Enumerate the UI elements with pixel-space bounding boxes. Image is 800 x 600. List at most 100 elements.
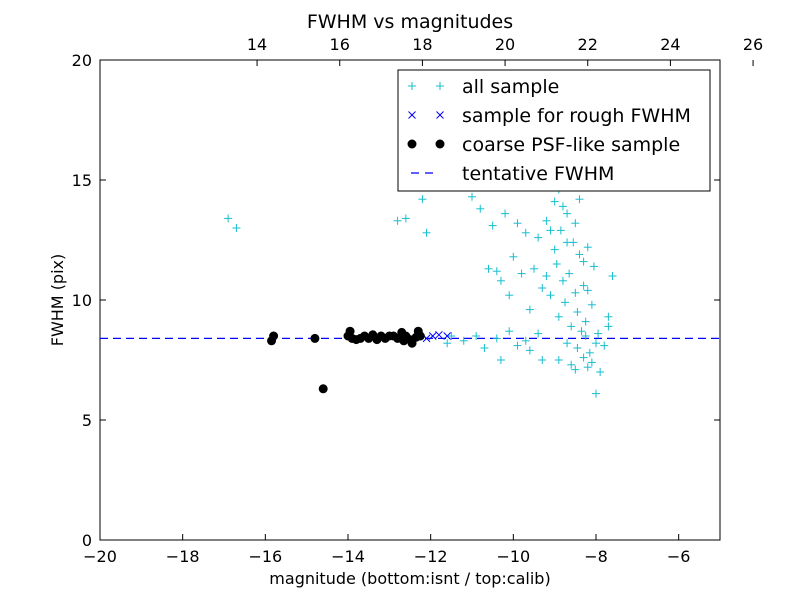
all-sample-point	[513, 219, 522, 228]
all-sample-point	[575, 250, 584, 259]
x-axis-label: magnitude (bottom:isnt / top:calib)	[269, 569, 550, 588]
all-sample-point	[581, 332, 590, 340]
psf-like-sample-point	[407, 338, 417, 348]
all-sample-point	[484, 264, 493, 273]
legend: all sample sample for rough FWHM coarse PS…	[397, 69, 711, 192]
legend-marker-icon	[408, 111, 416, 119]
legend-marker-icon	[408, 82, 416, 90]
all-sample-point	[571, 288, 580, 297]
chart-title: FWHM vs magnitudes	[307, 11, 513, 33]
legend-box	[397, 69, 711, 192]
top-tick-label: 22	[578, 35, 598, 54]
all-sample-point	[604, 312, 613, 321]
all-sample-point	[563, 339, 572, 348]
all-sample-point	[542, 272, 551, 280]
all-sample-point	[468, 192, 476, 201]
legend-label: sample for rough FWHM	[462, 105, 691, 127]
all-sample-point	[554, 356, 563, 364]
y-tick-label: 5	[82, 411, 92, 430]
all-sample-point	[422, 228, 431, 237]
top-tick-label: 24	[660, 35, 680, 54]
all-sample-point	[561, 298, 569, 307]
axis-ticks	[99, 59, 754, 541]
all-sample-point	[558, 202, 567, 211]
all-sample-point	[447, 332, 456, 340]
psf-like-sample-point	[310, 333, 320, 343]
all-sample-point	[565, 269, 574, 278]
all-sample-point	[592, 389, 600, 398]
x-tick-label: −16	[248, 547, 282, 566]
all-sample-point	[596, 368, 605, 376]
all-sample-point	[556, 226, 565, 235]
y-tick-label: 15	[72, 171, 92, 190]
all-sample-point	[476, 204, 485, 213]
all-sample-point	[517, 269, 526, 278]
y-tick-labels: 0 5 10 15 20	[72, 51, 92, 550]
y-tick-label: 20	[72, 51, 92, 70]
all-sample-point	[521, 336, 530, 345]
legend-marker-icon	[436, 82, 444, 90]
x-tick-label: −6	[667, 547, 691, 566]
all-sample-point	[521, 228, 530, 237]
rough-fwhm-sample-point	[428, 332, 437, 340]
all-sample-point	[525, 346, 534, 355]
top-tick-labels: 14 16 18 20 22 24 26	[247, 35, 763, 54]
top-tick-label: 14	[247, 35, 267, 54]
all-sample-point	[550, 197, 559, 206]
all-sample-point	[542, 216, 551, 225]
all-sample-point	[563, 238, 572, 247]
all-sample-point	[224, 214, 233, 223]
all-sample-point	[563, 209, 572, 218]
x-tick-label: −14	[331, 547, 365, 566]
x-tick-label: −20	[83, 547, 117, 566]
all-sample-point	[585, 348, 594, 357]
legend-item: sample for rough FWHM	[408, 105, 691, 127]
all-sample-point	[459, 336, 468, 345]
y-axis-label: FWHM (pix)	[48, 254, 67, 347]
all-sample-point	[496, 356, 505, 364]
x-tick-label: −18	[166, 547, 200, 566]
all-sample-point	[546, 291, 555, 300]
all-sample-point	[573, 344, 582, 352]
all-sample-point	[530, 264, 538, 273]
all-sample-point	[550, 245, 559, 254]
psf-like-sample-point	[318, 384, 328, 394]
all-sample-point	[575, 195, 584, 204]
all-sample-point	[525, 305, 534, 314]
y-tick-label: 0	[82, 531, 92, 550]
all-sample-point	[492, 267, 501, 276]
all-sample-point	[534, 329, 543, 338]
all-sample-point	[443, 339, 452, 348]
rough-fwhm-sample-point	[443, 332, 452, 340]
top-tick-label: 20	[495, 35, 515, 54]
top-tick-label: 18	[412, 35, 432, 54]
legend-label: tentative FWHM	[462, 163, 614, 185]
all-sample-point	[401, 214, 410, 223]
all-sample-point	[538, 356, 547, 364]
all-sample-point	[573, 308, 582, 316]
all-sample-point	[534, 233, 543, 242]
all-sample-point	[583, 243, 592, 252]
legend-marker-icon	[435, 139, 445, 149]
all-sample-point	[488, 221, 497, 230]
all-sample-point	[418, 195, 427, 204]
all-sample-point	[505, 291, 514, 300]
all-sample-point	[608, 272, 617, 280]
data-markers	[224, 171, 617, 398]
all-sample-point	[579, 353, 588, 362]
y-tick-label: 10	[72, 291, 92, 310]
top-tick-label: 16	[330, 35, 350, 54]
all-sample-point	[558, 276, 567, 285]
all-sample-point	[587, 300, 596, 309]
all-sample-point	[571, 219, 580, 228]
all-sample-point	[571, 365, 580, 374]
all-sample-point	[552, 260, 561, 268]
all-sample-point	[589, 262, 598, 271]
all-sample-point	[492, 334, 501, 343]
x-tick-label: −12	[414, 547, 448, 566]
rough-fwhm-sample-point	[435, 330, 443, 339]
legend-item: all sample	[408, 76, 559, 98]
legend-marker-icon	[436, 111, 444, 119]
all-sample-point	[577, 327, 586, 336]
all-sample-point	[592, 339, 600, 348]
